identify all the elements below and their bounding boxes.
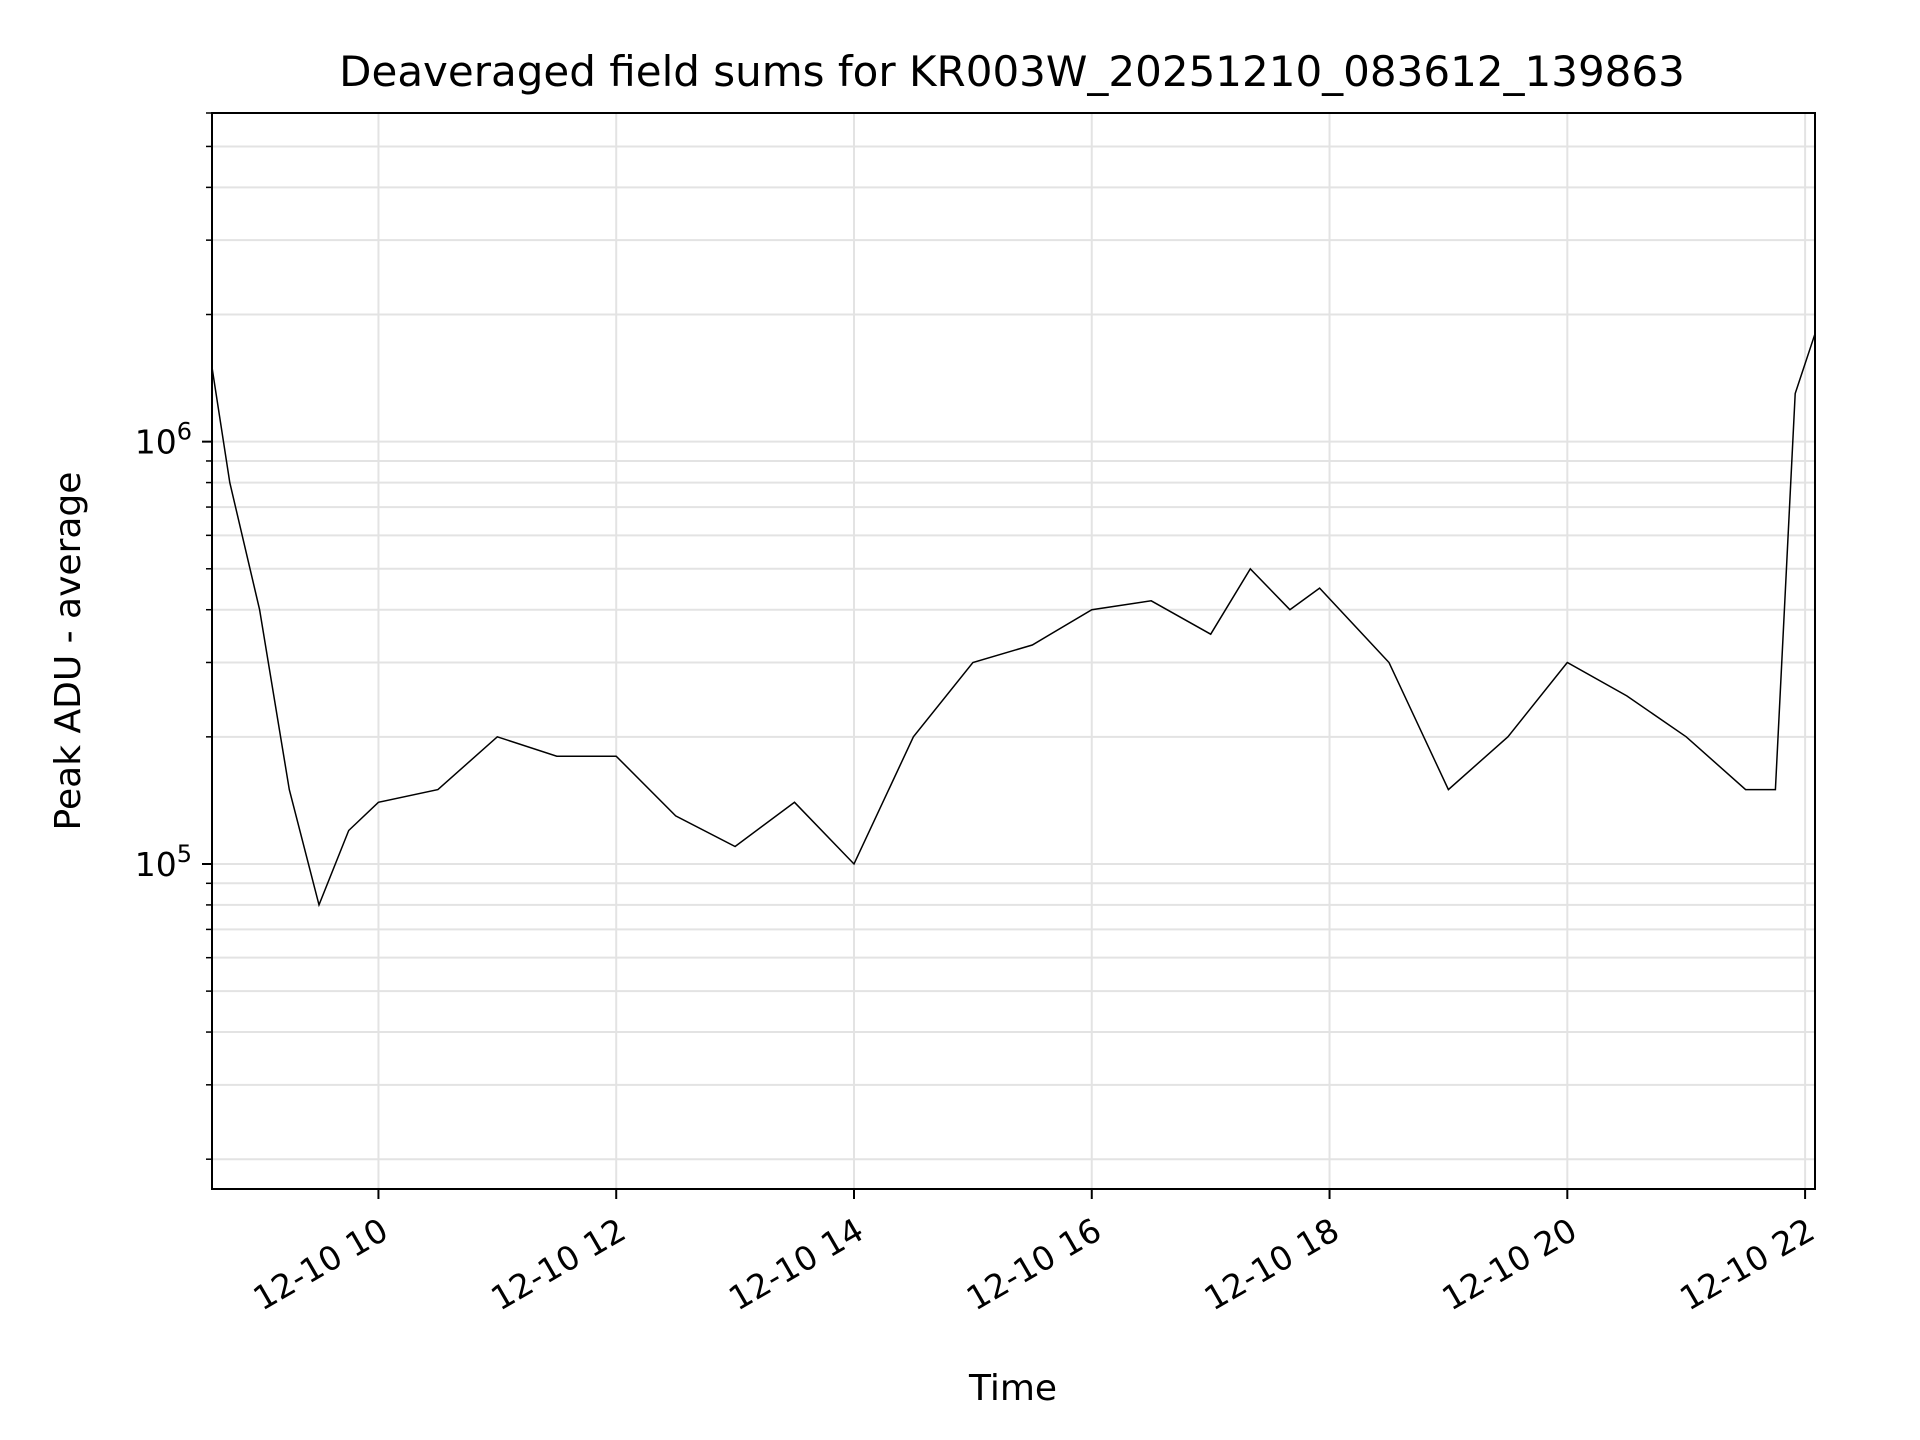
chart-title: Deaveraged field sums for KR003W_2025121… — [339, 47, 1685, 96]
plot-area — [211, 333, 1816, 908]
x-tick-label: 12-10 20 — [1435, 1210, 1583, 1318]
series-line — [211, 333, 1816, 908]
y-axis-label: Peak ADU - average — [48, 472, 89, 831]
y-tick-label: 106 — [135, 418, 192, 462]
plot-frame — [211, 112, 1816, 1190]
x-tick-label: 12-10 16 — [960, 1210, 1108, 1318]
x-tick-label: 12-10 12 — [484, 1210, 632, 1318]
x-tick-label: 12-10 18 — [1198, 1210, 1346, 1318]
x-tick-label: 12-10 22 — [1673, 1210, 1821, 1318]
y-tick-label: 105 — [135, 840, 192, 884]
x-tick-label: 12-10 10 — [246, 1210, 394, 1318]
x-tick-label: 12-10 14 — [722, 1210, 870, 1318]
x-axis: 12-10 10 12-10 12 12-10 14 12-10 16 12-10 18… — [246, 1189, 1821, 1318]
y-axis: 105 106 — [135, 112, 212, 1160]
x-axis-label: Time — [968, 1368, 1057, 1409]
